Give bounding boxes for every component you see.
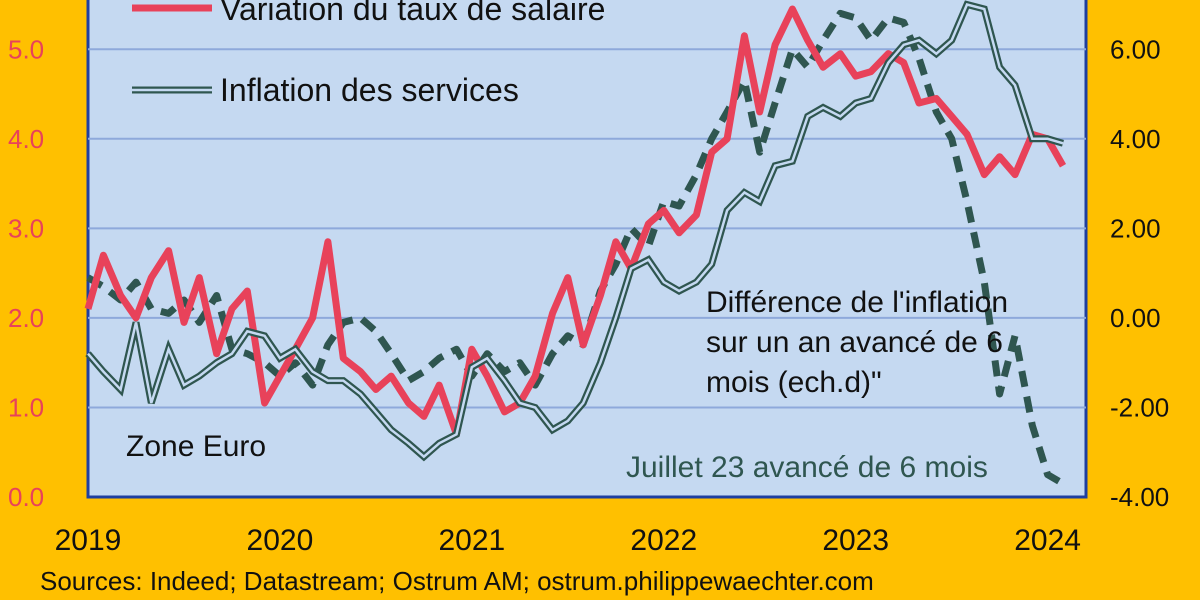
right-tick-label: 6.00 [1110, 34, 1161, 64]
left-tick-label: 4.0 [8, 124, 44, 154]
x-tick-label: 2019 [55, 524, 122, 557]
x-tick-label: 2021 [438, 524, 505, 557]
legend-label-services: Inflation des services [220, 72, 519, 108]
left-tick-label: 0.0 [8, 482, 44, 512]
series-layer [84, 0, 1067, 487]
x-tick-label: 2022 [630, 524, 697, 557]
annotation-diff-line-2: sur un an avancé de 6 [706, 326, 1003, 359]
right-tick-label: -2.00 [1110, 392, 1169, 422]
x-axis-ticks: 2019 2020 2021 2022 2023 2024 [55, 524, 1081, 557]
plot-area [86, 0, 1088, 499]
series-line-wages [84, 5, 1067, 438]
left-tick-label: 3.0 [8, 213, 44, 243]
legend: Variation du taux de salaire Inflation d… [132, 0, 605, 108]
annotation-last-point: Juillet 23 avancé de 6 mois [626, 451, 988, 484]
left-tick-label: 5.0 [8, 34, 44, 64]
legend-label-wages: Variation du taux de salaire [220, 0, 605, 27]
series-line-services-inner [87, 3, 1064, 459]
annotation-diff-line-1: Différence de l'inflation [706, 286, 1008, 319]
source-note: Sources: Indeed; Datastream; Ostrum AM; … [40, 566, 874, 596]
x-tick-label: 2024 [1014, 524, 1081, 557]
right-tick-label: -4.00 [1110, 482, 1169, 512]
right-axis-ticks: -4.00 -2.00 0.00 2.00 4.00 6.00 [1110, 34, 1169, 512]
left-tick-label: 2.0 [8, 303, 44, 333]
x-tick-label: 2023 [822, 524, 889, 557]
left-axis-ticks: 0.0 1.0 2.0 3.0 4.0 5.0 [8, 34, 44, 512]
right-tick-label: 4.00 [1110, 124, 1161, 154]
right-tick-label: 2.00 [1110, 213, 1161, 243]
right-tick-label: 0.00 [1110, 303, 1161, 333]
x-tick-label: 2020 [247, 524, 314, 557]
annotation-diff-line-3: mois (ech.d)" [706, 366, 882, 399]
series-line-inflation-difference [86, 9, 1065, 487]
annotation-zone: Zone Euro [126, 430, 266, 463]
left-tick-label: 1.0 [8, 392, 44, 422]
